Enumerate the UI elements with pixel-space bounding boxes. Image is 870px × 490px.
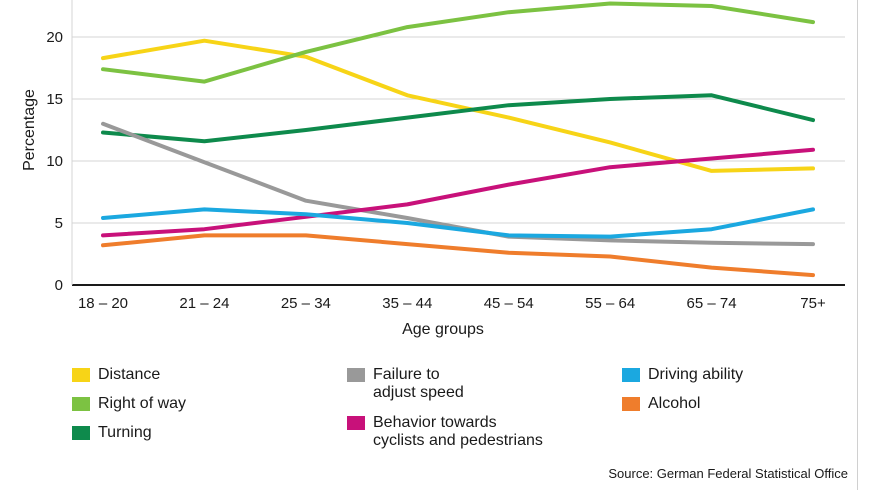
x-tick-label: 35 – 44	[382, 295, 432, 312]
x-tick-label: 25 – 34	[281, 295, 331, 312]
y-tick-label: 0	[55, 277, 63, 294]
y-tick-label: 10	[46, 153, 63, 170]
x-tick-label: 65 – 74	[687, 295, 737, 312]
axis-ticks: 0 5 10 15 20 18 – 20 21 – 24 25 – 34 35 – 44 45 –…	[46, 29, 826, 312]
series-lines	[101, 1, 815, 278]
x-tick-label: 21 – 24	[179, 295, 229, 312]
source-note: Source: German Federal Statistical Offic…	[608, 466, 848, 481]
series-line-behavior-towards-cyclists-and-pedestrians	[101, 147, 815, 238]
series-line-alcohol	[101, 233, 815, 278]
gridlines	[71, 0, 845, 286]
y-tick-label: 5	[55, 215, 63, 232]
x-tick-label: 45 – 54	[484, 295, 534, 312]
y-axis-title: Percentage	[21, 89, 38, 171]
series-line-turning	[101, 93, 815, 144]
x-tick-label: 55 – 64	[585, 295, 635, 312]
x-tick-label: 75+	[800, 295, 826, 312]
x-tick-label: 18 – 20	[78, 295, 128, 312]
series-line-right-of-way	[101, 1, 815, 84]
series-line-driving-ability	[101, 207, 815, 239]
y-tick-label: 20	[46, 29, 63, 46]
frame-right-border	[857, 0, 858, 490]
y-tick-label: 15	[46, 91, 63, 108]
x-axis-title: Age groups	[402, 321, 484, 338]
series-line-distance	[101, 38, 815, 173]
